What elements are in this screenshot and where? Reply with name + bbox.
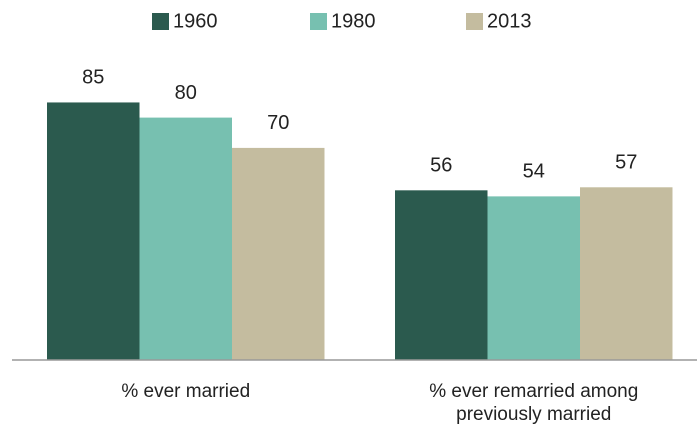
value-label: 85 — [82, 67, 104, 89]
legend-swatch — [466, 13, 483, 30]
bar — [47, 102, 140, 360]
legend-swatch — [310, 13, 327, 30]
value-label: 70 — [267, 112, 289, 134]
value-label: 54 — [523, 161, 545, 183]
category-label: % ever married — [121, 381, 251, 402]
legend-swatch — [152, 13, 169, 30]
legend-label: 1980 — [331, 10, 376, 32]
legend-label: 2013 — [487, 10, 532, 32]
bar — [139, 117, 232, 360]
bar — [395, 190, 488, 360]
category-label: % ever remarried among previously marrie… — [429, 381, 639, 425]
value-label: 56 — [430, 155, 452, 177]
bar — [580, 187, 673, 360]
value-label: 80 — [175, 82, 197, 104]
legend-label: 1960 — [173, 10, 218, 32]
bar — [232, 147, 325, 360]
value-label: 57 — [615, 152, 637, 174]
bar — [487, 196, 580, 360]
